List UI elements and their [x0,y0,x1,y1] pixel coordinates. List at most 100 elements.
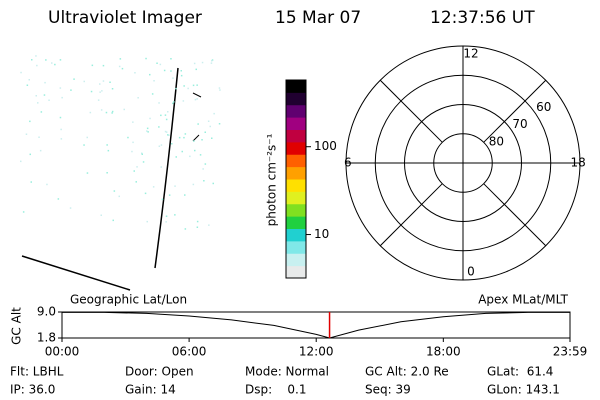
speckle [48,99,50,101]
speckle [106,144,108,146]
speckle [36,64,38,67]
status-field: GC Alt: 2.0 Re [365,365,449,379]
speckle [69,207,72,209]
speckle [132,141,134,144]
y-tick-label: 9.0 [37,305,56,319]
speckle [192,84,195,87]
speckle [45,59,47,61]
speckle [175,87,177,90]
lat-label: 70 [512,117,527,131]
mlt-label: 6 [344,156,352,170]
speckle [163,69,166,72]
colorbar-swatch [286,179,306,192]
speckle [208,224,210,226]
speckle [121,67,124,70]
status-field: Mode: Normal [245,365,329,379]
speckle [147,131,149,133]
colorbar-swatch [286,166,306,180]
speckle [123,108,125,111]
date: 15 Mar 07 [275,8,361,28]
speckle [100,214,102,216]
colorbar-swatch [286,216,306,229]
speckle [59,116,62,119]
speckle [149,117,151,120]
lat-label: 60 [536,100,551,114]
x-tick-label: 12:00 [299,345,334,359]
speckle [156,62,158,64]
speckle [207,120,210,122]
speckle [31,59,33,61]
speckle [211,60,213,62]
status-field: Flt: LBHL [10,365,64,379]
speckle [168,194,171,196]
speckle [86,136,88,139]
speckle [165,131,168,133]
speckle [113,190,116,192]
speckle [91,64,94,67]
speckle [37,102,39,104]
speckle [118,65,121,68]
speckle [39,149,42,152]
speckle [194,98,197,101]
colorbar-swatch [286,203,306,217]
speckle [73,78,75,80]
speckle [29,153,31,156]
speckle [172,102,174,105]
speckle [30,181,32,183]
x-tick-label: 23:59 [553,345,588,359]
speckle [181,150,183,153]
speckle [61,96,63,99]
limb [154,67,179,269]
colorbar-swatch [286,141,306,155]
speckle [173,101,175,103]
speckle [151,93,154,95]
speckle [159,63,162,66]
speckle [170,58,172,60]
speckle [118,195,120,198]
x-tick-label: 18:00 [426,345,461,359]
speckle [189,155,191,158]
speckle [141,153,143,155]
speckle [182,100,185,102]
speckle [172,77,174,79]
mlt-spoke [379,183,443,247]
speckle [51,62,53,64]
limb [21,255,131,291]
speckle [127,136,129,139]
speckle [212,182,214,185]
speckle [137,97,139,99]
speckle [160,144,163,146]
speckle [152,186,155,188]
colorbar-frame [285,79,307,279]
speckle [57,198,60,200]
speckle [192,183,195,186]
speckle [26,84,29,86]
speckle [35,95,37,97]
speckle [102,64,105,67]
time: 12:37:56 UT [430,8,535,28]
speckle [174,214,176,216]
speckle [145,57,147,60]
status-field: Seq: 39 [365,383,411,397]
speckle [133,170,135,172]
speckle [111,112,113,114]
speckle [43,94,46,96]
mlt-label: 0 [467,265,475,279]
speckle [168,134,170,136]
speckle [164,114,167,116]
speckle [38,136,40,138]
speckle [100,109,103,111]
speckle [90,90,93,93]
altitude-line [62,311,570,339]
mlt-spoke [483,79,547,143]
speckle [22,211,25,213]
speckle [196,98,198,100]
limb [192,134,200,142]
colorbar-tick-label: 10 [314,227,329,241]
speckle [44,81,46,84]
speckle [195,68,197,71]
status-field: GLon: 143.1 [487,383,560,397]
speckle [165,221,167,223]
speckle [70,89,72,91]
